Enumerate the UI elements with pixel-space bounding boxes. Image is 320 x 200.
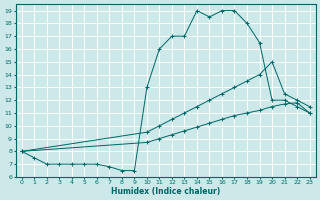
X-axis label: Humidex (Indice chaleur): Humidex (Indice chaleur) [111, 187, 220, 196]
